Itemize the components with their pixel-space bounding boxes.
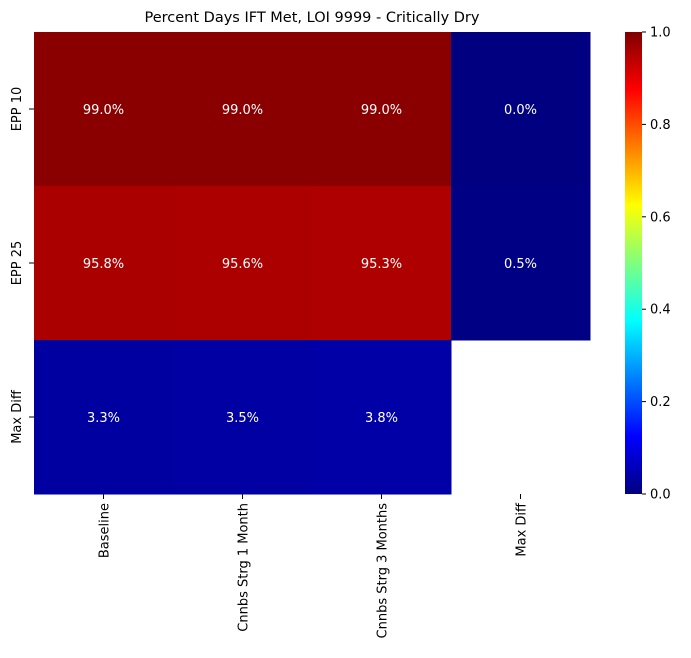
chart-title: Percent Days IFT Met, LOI 9999 - Critica…	[145, 10, 480, 26]
cell-label: 3.5%	[226, 411, 259, 426]
y-axis: EPP 10 EPP 25 Max Diff	[10, 87, 34, 444]
cell-label: 95.8%	[83, 257, 124, 272]
heatmap-cell	[451, 32, 591, 187]
y-tick-label: EPP 25	[10, 241, 25, 286]
x-tick-label: Cnnbs Strg 3 Months	[376, 503, 391, 639]
heatmap-cell	[34, 186, 174, 341]
heatmap-cell-labels: 99.0% 99.0% 99.0% 0.0% 95.8% 95.6% 95.3% 0.5% 3.…	[83, 103, 537, 426]
cell-label: 99.0%	[83, 103, 124, 118]
colorbar-ticks: 0.0 0.2 0.4 0.6 0.8 1.0	[642, 26, 671, 503]
colorbar-gradient	[625, 32, 642, 494]
colorbar-tick-label: 0.2	[650, 395, 671, 410]
cell-label: 99.0%	[222, 103, 263, 118]
colorbar-tick-label: 1.0	[650, 26, 671, 41]
heatmap-cell	[34, 340, 174, 495]
heatmap-cell	[173, 340, 313, 495]
x-tick-label: Cnnbs Strg 1 Month	[237, 503, 252, 632]
heatmap-cell	[312, 186, 452, 341]
y-tick-label: Max Diff	[10, 389, 25, 444]
colorbar: 0.0 0.2 0.4 0.6 0.8 1.0	[625, 26, 671, 503]
colorbar-tick-label: 0.8	[650, 118, 671, 133]
heatmap-cells	[34, 32, 591, 495]
cell-label: 0.5%	[504, 257, 537, 272]
heatmap-cell	[173, 186, 313, 341]
heatmap-cell	[34, 32, 174, 187]
heatmap-cell	[451, 186, 591, 341]
x-axis: Baseline Cnnbs Strg 1 Month Cnnbs Strg 3 M…	[98, 494, 530, 638]
colorbar-tick-label: 0.0	[650, 488, 671, 503]
x-tick-label: Baseline	[98, 503, 113, 558]
colorbar-tick-label: 0.6	[650, 210, 671, 225]
cell-label: 0.0%	[504, 103, 537, 118]
heatmap-cell	[173, 32, 313, 187]
colorbar-tick-label: 0.4	[650, 303, 671, 318]
y-tick-label: EPP 10	[10, 87, 25, 132]
cell-label: 95.6%	[222, 257, 263, 272]
cell-label: 99.0%	[361, 103, 402, 118]
cell-label: 95.3%	[361, 257, 402, 272]
cell-label: 3.8%	[365, 411, 398, 426]
x-tick-label: Max Diff	[515, 502, 530, 557]
heatmap-cell	[312, 32, 452, 187]
heatmap-cell	[312, 340, 452, 495]
cell-label: 3.3%	[87, 411, 120, 426]
